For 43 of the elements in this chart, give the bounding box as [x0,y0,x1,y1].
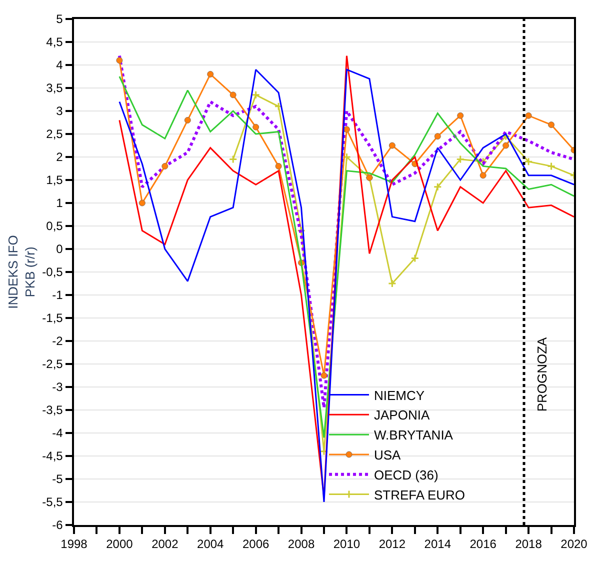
x-tick-label: 2016 [470,537,497,552]
y-tick-label: -4 [52,426,64,440]
x-tick-label: 2008 [288,537,315,552]
x-tick-label: 2018 [515,537,542,552]
legend-label: USA [374,448,402,463]
y-tick-label: -1,5 [42,311,64,326]
x-tick-label: 2010 [333,537,360,552]
y-tick-label: -1 [52,288,64,302]
legend-label: NIEMCY [374,388,425,403]
y-tick-label: 3,5 [46,81,64,96]
x-tick-label: 2002 [152,537,179,552]
x-tick-label: 2014 [424,537,452,552]
x-tick-label: 2004 [197,537,224,552]
y-tick-label: 4,5 [46,35,64,50]
legend-label: JAPONIA [374,408,430,423]
y-tick-label: 1 [56,196,64,210]
y-tick-label: -6 [52,518,64,532]
y-tick-label: 3 [56,104,64,118]
y-tick-label: 2 [56,150,64,164]
y-tick-label: -3 [52,380,64,394]
y-tick-label: -3,5 [42,403,64,418]
y-axis-title: INDEKS IFO PKB (r/r) [6,235,38,309]
x-tick-label: 2000 [106,537,134,552]
y-tick-label: -5,5 [42,495,64,510]
y-tick-label: -0,5 [42,265,64,280]
x-tick-label: 1998 [60,537,88,552]
y-tick-label: 0 [56,242,64,256]
legend-label: W.BRYTANIA [374,428,454,443]
y-tick-label: -5 [52,472,64,486]
y-tick-label: -2,5 [42,357,64,372]
legend-label: STREFA EURO [374,487,466,502]
y-tick-label: 0,5 [46,219,64,234]
y-tick-label: -4,5 [42,449,64,464]
y-tick-label: 1,5 [46,173,64,188]
y-tick-label: 2,5 [46,127,64,142]
ref-line-label: PROGNOZA [534,336,550,412]
x-tick-label: 2020 [560,537,588,552]
x-tick-label: 2006 [242,537,270,552]
y-tick-label: 4 [56,58,64,72]
legend-label: OECD (36) [374,467,438,482]
y-tick-label: -2 [52,334,64,348]
y-tick-label: 5 [56,12,64,26]
x-tick-label: 2012 [378,537,406,552]
